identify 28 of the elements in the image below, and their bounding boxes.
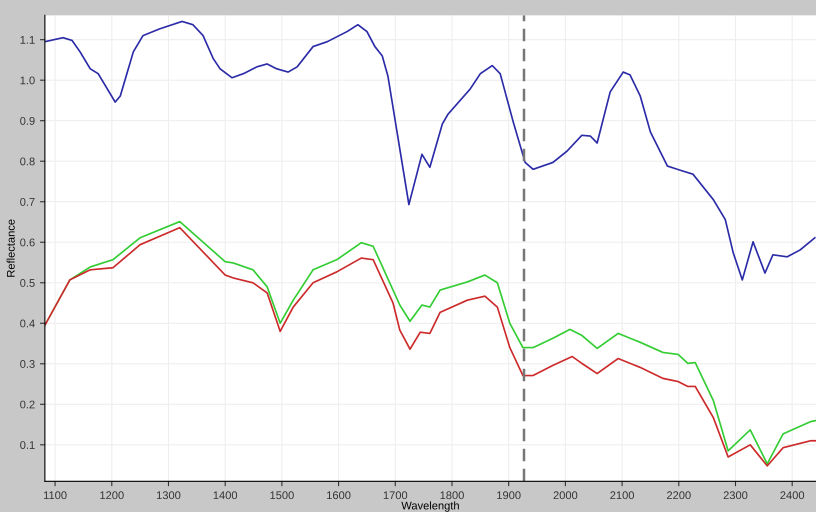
x-tick-label: 1600	[327, 491, 351, 500]
y-tick-label: 0.1	[20, 441, 35, 449]
x-tick-label: 1100	[44, 491, 67, 500]
line-series	[44, 20, 816, 281]
y-tick-label: 1.1	[20, 36, 35, 44]
y-tick-label: 0.7	[20, 198, 35, 206]
y-tick-label: 0.9	[20, 116, 35, 125]
y-tick-label: 0.5	[20, 279, 35, 287]
x-tick-label: 2400	[780, 491, 804, 500]
x-tick-label: 1200	[100, 491, 124, 500]
y-tick-label: 0.3	[20, 360, 35, 368]
y-axis-title: Reflectance	[6, 219, 15, 277]
x-tick-label: 2000	[554, 491, 578, 500]
x-tick-label: 2100	[610, 491, 634, 500]
y-tick-label: 0.2	[20, 400, 35, 408]
x-tick-label: 1700	[384, 491, 408, 500]
x-tick-label: 2300	[724, 491, 748, 500]
x-axis-title: Wavelength	[401, 501, 459, 512]
x-tick-label: 1500	[270, 491, 294, 500]
x-tick-label: 2200	[666, 491, 691, 500]
x-tick-label: 1400	[214, 491, 238, 500]
y-tick-label: 0.4	[20, 320, 35, 328]
y-tick-label: 0.8	[20, 157, 35, 166]
y-tick-label: 0.6	[20, 238, 35, 246]
y-tick-label: 1.0	[20, 76, 35, 84]
x-tick-label: 1300	[156, 491, 180, 500]
x-tick-label: 1800	[440, 491, 464, 500]
x-tick-label: 1900	[497, 491, 521, 500]
